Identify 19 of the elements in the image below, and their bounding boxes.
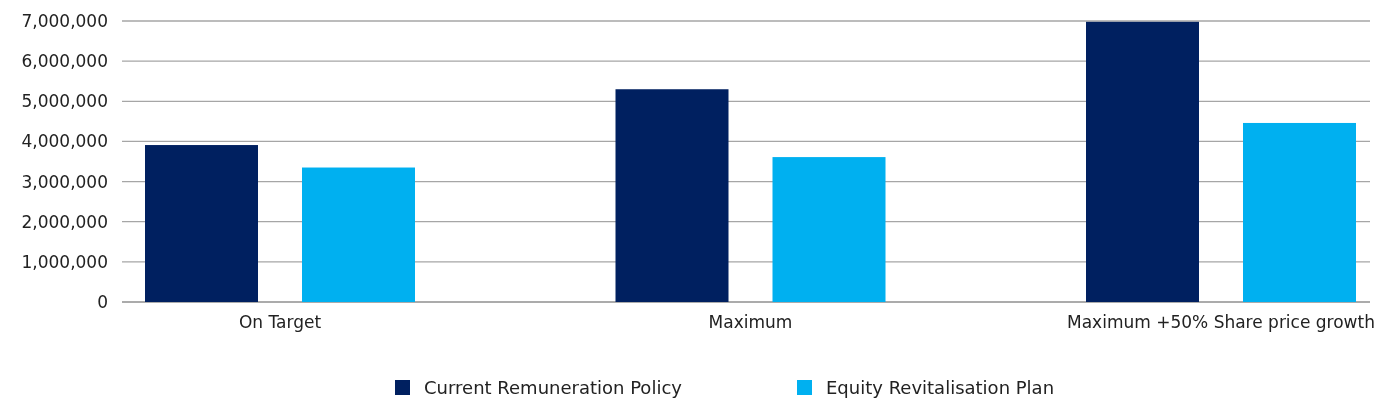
bar [145,145,258,302]
y-tick-label: 5,000,000 [21,91,108,112]
y-tick-label: 6,000,000 [21,51,108,72]
y-tick-label: 3,000,000 [21,171,108,192]
legend-label: Current Remuneration Policy [424,377,683,399]
y-tick-label: 1,000,000 [21,251,108,272]
x-tick-label: Maximum [708,312,793,332]
bar [1243,122,1356,302]
y-tick-label: 2,000,000 [21,211,108,232]
bar [772,157,886,302]
bar [615,89,729,302]
x-tick-label: On Target [238,312,322,332]
y-tick-label: 0 [97,291,108,312]
y-tick-label: 7,000,000 [21,10,108,31]
legend-label: Equity Revitalisation Plan [826,377,1055,399]
bar [1086,21,1199,302]
bar [302,167,415,302]
y-tick-label: 4,000,000 [21,131,108,152]
x-tick-label: Maximum +50% Share price growth [1067,312,1375,332]
